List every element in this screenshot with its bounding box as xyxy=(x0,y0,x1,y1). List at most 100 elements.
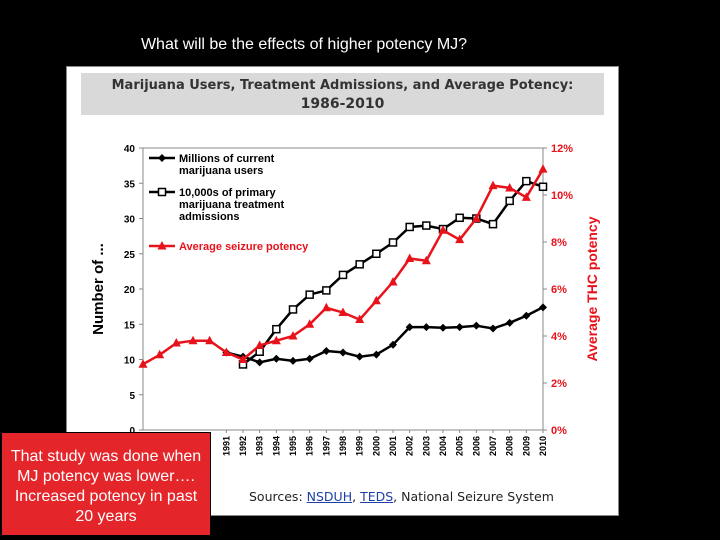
series-1-point xyxy=(422,323,431,332)
x-tick-label: 2001 xyxy=(388,436,398,456)
series-1-point xyxy=(255,358,264,367)
series-1-point xyxy=(372,350,381,359)
series-2-point xyxy=(522,176,531,186)
x-tick-label: 2009 xyxy=(521,436,531,456)
x-tick-label: 1999 xyxy=(355,436,365,456)
x-tick-label: 2008 xyxy=(505,436,515,456)
series-2-point xyxy=(338,270,348,280)
series-1-point xyxy=(405,323,414,332)
line-chart: 0 5 10 15 20 25 30 35 40 0% 2% 4% 6% 8% 10% 12% 1991 1992… xyxy=(90,143,600,456)
x-tick-label: 2010 xyxy=(538,436,548,456)
x-tick-label: 2000 xyxy=(371,436,381,456)
series-3-point xyxy=(521,192,531,201)
series-1-point xyxy=(389,340,397,349)
y-tick-label: 40 xyxy=(124,144,136,155)
series-2-point xyxy=(455,213,464,223)
series-1-point xyxy=(305,354,314,363)
series-1-point xyxy=(539,303,547,312)
y2-axis-label: Average THC potency xyxy=(584,216,600,361)
y-tick-label: 15 xyxy=(124,320,136,331)
x-tick-label: 1996 xyxy=(305,436,315,456)
series-2-point xyxy=(305,290,314,299)
series-3-point xyxy=(371,295,381,305)
series-3-point xyxy=(421,255,431,265)
series-1-point xyxy=(322,347,331,356)
legend-label-1: Millions of current marijuana users xyxy=(179,153,275,177)
series-3-point xyxy=(205,335,215,345)
series-3-point xyxy=(455,234,465,244)
y2-tick-label: 12% xyxy=(551,143,573,155)
legend-label-3: Average seizure potency xyxy=(179,241,309,253)
series-3-point xyxy=(355,314,365,324)
series-1-point xyxy=(272,354,281,363)
sources-separator: , xyxy=(352,489,361,504)
legend-marker-1 xyxy=(158,154,166,162)
series-2-point xyxy=(322,286,331,295)
series-2-point xyxy=(288,305,298,314)
series-1-point xyxy=(472,321,481,330)
x-tick-label: 1992 xyxy=(238,436,248,456)
x-tick-label: 2004 xyxy=(438,436,448,456)
series-1-point xyxy=(489,324,497,333)
series-2-point xyxy=(372,249,381,258)
x-tick-label: 2007 xyxy=(488,436,498,456)
x-tick-label: 1998 xyxy=(338,436,348,456)
series-1-point xyxy=(339,348,347,357)
sources-line: Sources: NSDUH, TEDS, National Seizure S… xyxy=(249,489,554,504)
series-3-point xyxy=(271,335,281,345)
y-tick-label: 5 xyxy=(129,391,135,402)
y-tick-label: 0 xyxy=(129,426,135,437)
callout-note: That study was done when MJ potency was … xyxy=(1,432,211,536)
series-3-point xyxy=(338,307,348,316)
series-1-point xyxy=(455,323,464,332)
series-3-point xyxy=(321,302,331,312)
series-3-point xyxy=(488,180,498,190)
series-3-point xyxy=(505,182,515,192)
x-tick-label: 1991 xyxy=(221,436,231,456)
series-2-point xyxy=(538,182,548,192)
x-tick-label: 2005 xyxy=(455,436,465,456)
source-link-teds[interactable]: TEDS xyxy=(360,489,394,504)
series-2-point xyxy=(405,222,414,232)
series-1-point xyxy=(355,352,364,361)
x-tick-label: 1993 xyxy=(255,436,265,456)
x-tick-label: 2006 xyxy=(471,436,481,456)
slide-title: What will be the effects of higher poten… xyxy=(140,36,468,53)
series-3-point xyxy=(538,164,548,173)
chart-title-banner: Marijuana Users, Treatment Admissions, a… xyxy=(81,73,604,115)
y2-tick-label: 6% xyxy=(551,284,567,296)
series-2-point xyxy=(355,260,364,269)
y-tick-label: 20 xyxy=(124,285,136,296)
chart-title-line1: Marijuana Users, Treatment Admissions, a… xyxy=(111,78,574,93)
series-3-point xyxy=(238,354,248,363)
source-link-nsduh[interactable]: NSDUH xyxy=(306,489,353,504)
series-3-point xyxy=(188,335,198,345)
y-axis-label: Number of ... xyxy=(90,243,107,335)
legend-marker-3 xyxy=(157,241,167,250)
y-tick-label: 10 xyxy=(124,356,136,367)
series-3-point xyxy=(288,331,298,340)
series-3-point xyxy=(221,347,231,356)
series-2-point xyxy=(272,324,281,334)
y2-tick-label: 0% xyxy=(551,425,567,437)
legend-marker-2 xyxy=(157,187,167,197)
y-tick-label: 25 xyxy=(124,250,136,261)
x-tick-label: 1994 xyxy=(271,436,281,456)
series-3-point xyxy=(438,225,448,234)
series-3-point xyxy=(405,253,415,262)
series-3-point xyxy=(471,213,481,222)
x-tick-label: 1997 xyxy=(321,436,331,456)
y-tick-label: 30 xyxy=(124,215,136,226)
series-1-point xyxy=(439,323,447,332)
series-2-point xyxy=(488,219,498,229)
series-2-point xyxy=(388,238,398,247)
series-3-point xyxy=(155,349,165,359)
chart-title-line2: 1986-2010 xyxy=(300,96,385,112)
series-3-point xyxy=(138,359,148,368)
legend-label-2: 10,000s of primary marijuana treatment adm… xyxy=(179,187,284,223)
series-1-point xyxy=(289,356,297,365)
sources-suffix: , National Seizure System xyxy=(393,489,554,504)
x-tick-label: 2003 xyxy=(421,436,431,456)
series-line-1 xyxy=(225,306,544,364)
chart-title: Marijuana Users, Treatment Admissions, a… xyxy=(81,77,604,113)
